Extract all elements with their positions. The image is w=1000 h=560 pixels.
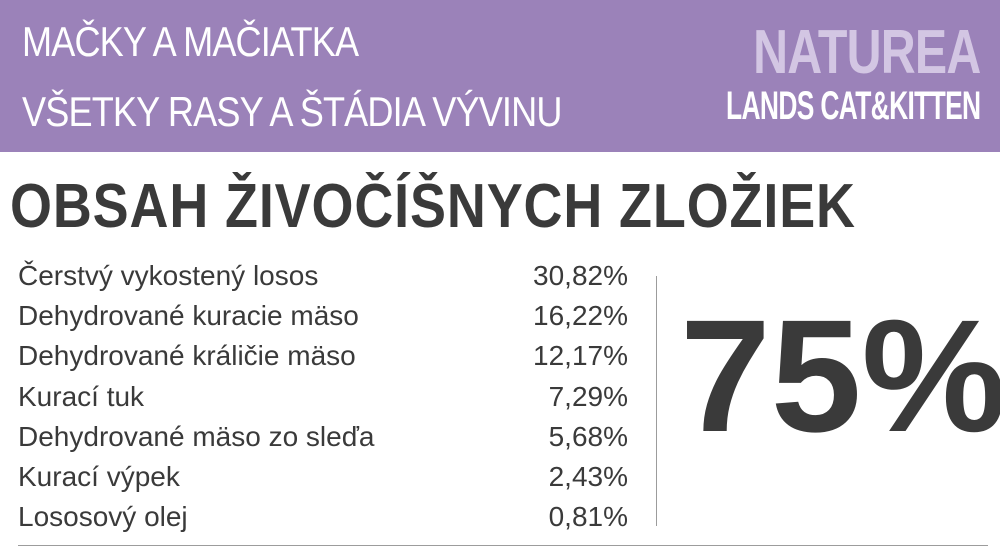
ingredient-percent: 30,82% [533, 260, 628, 291]
ingredient-row: Dehydrované králičie mäso 12,17% [18, 338, 628, 378]
ingredient-percent: 16,22% [533, 300, 628, 332]
ingredient-name: Dehydrované mäso zo sleďa [18, 420, 375, 452]
ingredient-row: Čerstvý vykostený losos 30,82% [18, 258, 628, 298]
subtitle-line-1: MAČKY A MAČIATKA [22, 18, 359, 65]
ingredient-percent: 0,81% [548, 501, 628, 533]
ingredient-name: Kurací tuk [18, 380, 145, 412]
ingredient-name: Dehydrované králičie mäso [18, 340, 356, 372]
page-title: OBSAH ŽIVOČÍŠNYCH ZLOŽIEK [10, 172, 856, 241]
ingredient-row: Kurací tuk 7,29% [18, 379, 628, 419]
horizontal-divider [18, 545, 988, 546]
total-percentage: 75% [680, 286, 1000, 465]
ingredient-percent: 2,43% [548, 460, 628, 492]
ingredient-percent: 5,68% [548, 420, 628, 452]
vertical-divider [656, 276, 657, 526]
ingredient-row: Dehydrované mäso zo sleďa 5,68% [18, 419, 628, 459]
brand-logo-top: NATUREA [752, 18, 981, 87]
ingredient-row: Lososový olej 0,81% [18, 499, 628, 539]
ingredient-row: Dehydrované kuracie mäso 16,22% [18, 298, 628, 338]
brand-logo-bottom: LANDS CAT&KITTEN [725, 84, 981, 128]
subtitle-line-2: VŠETKY RASY A ŠTÁDIA VÝVINU [22, 88, 562, 135]
ingredient-name: Čerstvý vykostený losos [18, 260, 319, 291]
ingredient-percent: 7,29% [548, 380, 628, 412]
ingredient-name: Dehydrované kuracie mäso [18, 300, 359, 332]
header-banner: MAČKY A MAČIATKA VŠETKY RASY A ŠTÁDIA VÝ… [0, 0, 1000, 152]
ingredient-row: Kurací výpek 2,43% [18, 459, 628, 499]
ingredient-name: Kurací výpek [18, 460, 180, 492]
ingredient-name: Lososový olej [18, 501, 188, 533]
ingredient-table: Čerstvý vykostený losos 30,82% Dehydrova… [18, 258, 628, 539]
ingredient-percent: 12,17% [533, 340, 628, 372]
